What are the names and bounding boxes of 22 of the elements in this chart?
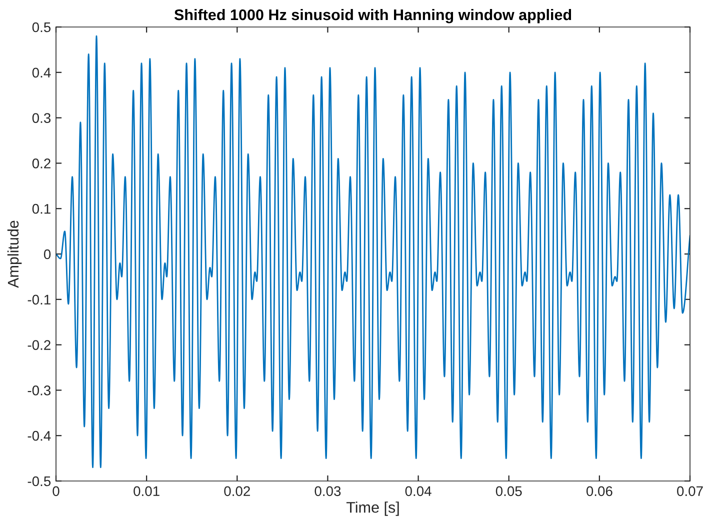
x-axis-title: Time [s] [346,502,399,516]
y-tick-label: 0.2 [32,158,50,168]
y-tick-label: -0.1 [28,294,50,305]
x-tick-label: 0.07 [677,486,703,496]
y-tick-label: -0.2 [28,340,50,350]
x-tick-label: 0 [52,486,60,496]
y-tick-label: 0.1 [32,204,50,214]
y-tick-label: -0.4 [28,430,51,441]
y-tick-label: 0 [44,249,51,260]
x-tick-label: 0.04 [405,486,432,496]
y-tick-label: -0.5 [28,476,51,486]
x-tick-label: 0.03 [314,486,341,496]
x-tick-label: 0.06 [586,486,612,496]
x-tick-label: 0.01 [134,486,160,496]
y-axis-title: Amplitude [7,220,22,288]
y-tick-label: 0.3 [32,113,51,123]
y-tick-label: 0.4 [32,68,51,78]
y-tick-label: 0.5 [32,22,51,32]
chart-title: Shifted 1000 Hz sinusoid with Hanning window applied [174,8,572,24]
x-tick-label: 0.05 [496,486,522,496]
x-tick-label: 0.02 [224,486,250,496]
y-tick-label: -0.3 [28,386,51,396]
